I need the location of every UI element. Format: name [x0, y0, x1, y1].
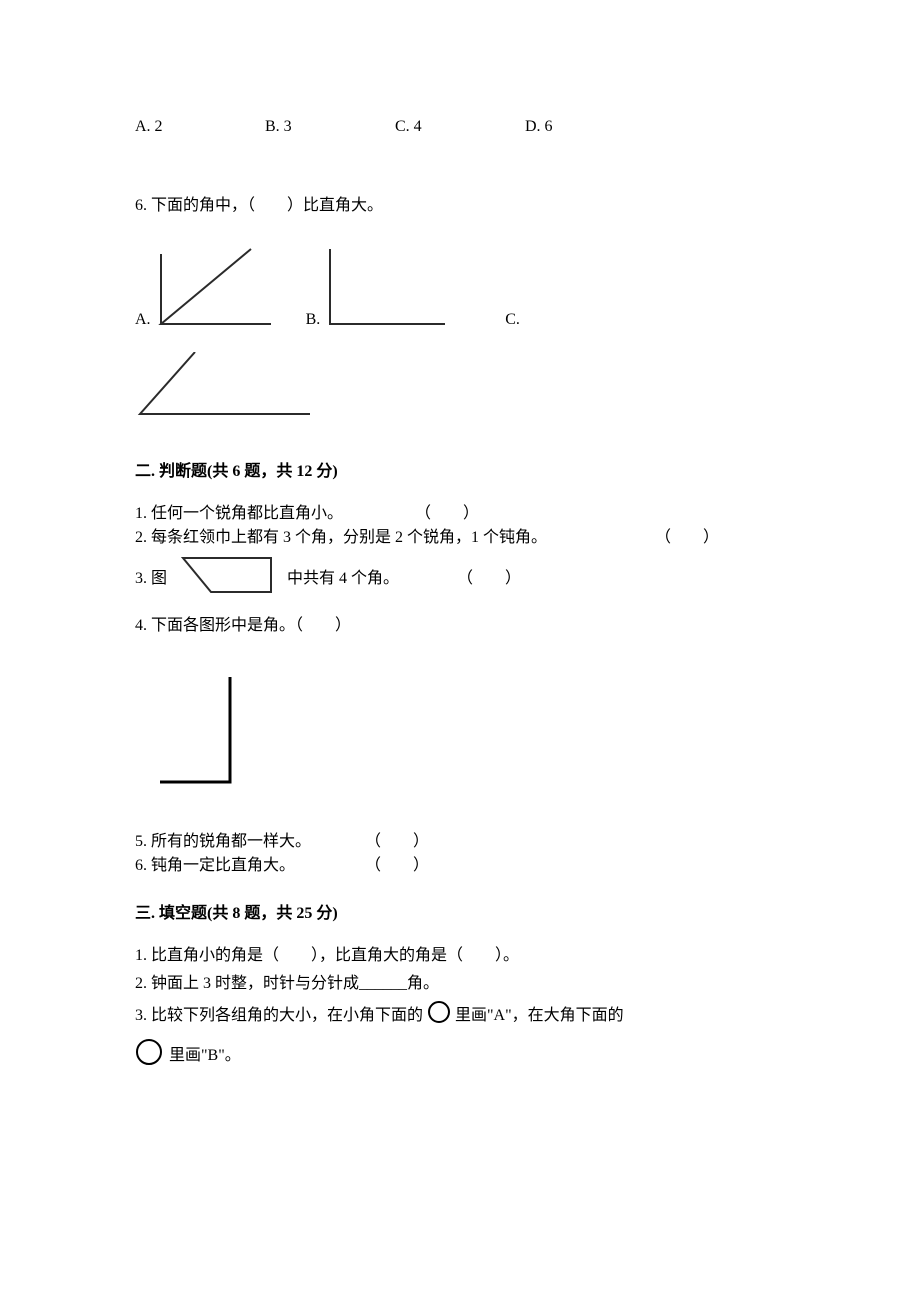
choice-b: B. 3 [265, 115, 395, 139]
choice-a: A. 2 [135, 115, 265, 139]
q6-angle-c [135, 352, 785, 430]
section2-title: 二. 判断题(共 6 题，共 12 分) [135, 460, 785, 484]
s3q1: 1. 比直角小的角是（ ），比直角大的角是（ ）。 [135, 944, 785, 968]
q6-angle-row: A. B. C. [135, 244, 785, 342]
s2q3-pre: 3. 图 [135, 567, 167, 591]
angle-a-line [161, 249, 271, 324]
circle-icon-1 [427, 1000, 451, 1032]
s2q6-paren: （ ） [365, 854, 429, 878]
circle2 [137, 1040, 161, 1064]
s3q3-line1: 3. 比较下列各组角的大小，在小角下面的 里画"A"，在大角下面的 [135, 1000, 785, 1032]
choice-d: D. 6 [525, 115, 655, 139]
q4-angle-line [160, 677, 230, 782]
section3-title: 三. 填空题(共 8 题，共 25 分) [135, 902, 785, 926]
q6-angle-a [156, 244, 286, 342]
s2q2-text: 2. 每条红领巾上都有 3 个角，分别是 2 个锐角，1 个钝角。 [135, 526, 655, 550]
q6-stem: 6. 下面的角中，（ ）比直角大。 [135, 194, 785, 218]
angle-b-svg [325, 244, 455, 334]
s3q3-c: 里画"B"。 [169, 1044, 241, 1068]
s2q4-text: 4. 下面各图形中是角。（ ） [135, 614, 785, 638]
angle-b-line [330, 249, 445, 324]
q5-choice-row: A. 2 B. 3 C. 4 D. 6 [135, 115, 785, 139]
s2q4-angle [145, 672, 785, 800]
s2q3-quad [173, 550, 281, 608]
circle1-svg [427, 1000, 451, 1024]
q6-label-b: B. [306, 308, 321, 342]
s2q1-text: 1. 任何一个锐角都比直角小。 [135, 502, 415, 526]
s3q3-a: 3. 比较下列各组角的大小，在小角下面的 [135, 1004, 423, 1028]
s3q3-line2: 里画"B"。 [135, 1038, 785, 1074]
circle-icon-2 [135, 1038, 163, 1074]
s2q1-row: 1. 任何一个锐角都比直角小。 （ ） [135, 502, 785, 526]
angle-c-line [140, 352, 310, 414]
s2q5-text: 5. 所有的锐角都一样大。 [135, 830, 365, 854]
s3q3-b: 里画"A"，在大角下面的 [455, 1004, 624, 1028]
s2q2-paren: （ ） [655, 526, 719, 550]
q6-label-c: C. [505, 308, 520, 342]
s2q6-row: 6. 钝角一定比直角大。 （ ） [135, 854, 785, 878]
s2q1-paren: （ ） [415, 502, 479, 526]
q6-angle-b [325, 244, 455, 342]
s2q5-paren: （ ） [365, 830, 429, 854]
s3q2: 2. 钟面上 3 时整，时针与分针成______角。 [135, 972, 785, 996]
s2q5-row: 5. 所有的锐角都一样大。 （ ） [135, 830, 785, 854]
s2q3-paren: （ ） [457, 567, 521, 591]
quad-poly [183, 558, 271, 592]
s2q2-row: 2. 每条红领巾上都有 3 个角，分别是 2 个锐角，1 个钝角。 （ ） [135, 526, 785, 550]
s2q6-text: 6. 钝角一定比直角大。 [135, 854, 365, 878]
s2q3-post: 中共有 4 个角。 [287, 567, 457, 591]
quad-svg [173, 550, 281, 600]
angle-c-svg [135, 352, 320, 422]
q6-label-a: A. [135, 308, 151, 342]
s2q3-row: 3. 图 中共有 4 个角。 （ ） [135, 550, 785, 608]
angle-a-svg [156, 244, 286, 334]
circle1 [429, 1002, 449, 1022]
circle2-svg [135, 1038, 163, 1066]
choice-c: C. 4 [395, 115, 525, 139]
q4-angle-svg [145, 672, 245, 792]
